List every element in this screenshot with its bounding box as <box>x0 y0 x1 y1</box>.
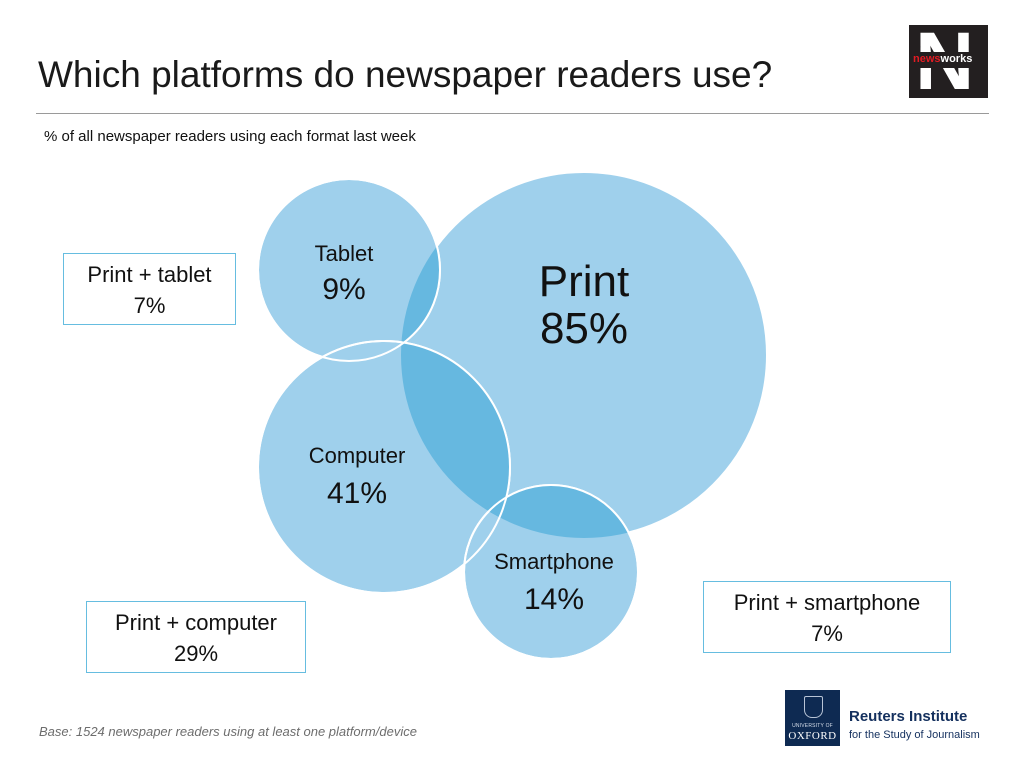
oxford-logo: UNIVERSITY OF OXFORD <box>785 690 840 746</box>
outline-tablet <box>257 178 441 362</box>
label-smartphone-name: Smartphone <box>494 549 614 574</box>
reuters-institute-subtitle: for the Study of Journalism <box>849 729 980 741</box>
newsworks-logo-suffix: works <box>940 53 973 65</box>
overlap-box-print-tablet-value: 7% <box>133 293 166 318</box>
outline-computer <box>257 340 511 594</box>
overlap-box-print-computer-label: Print + computer <box>114 610 277 635</box>
oxford-logo-small-text: UNIVERSITY OF <box>792 723 833 729</box>
base-footnote: Base: 1524 newspaper readers using at le… <box>39 724 417 739</box>
overlap-box-print-tablet: Print + tablet 7% <box>63 253 236 325</box>
newsworks-logo: N newsworks <box>909 25 988 98</box>
title-divider <box>36 113 989 114</box>
overlap-box-print-tablet-label: Print + tablet <box>87 262 212 287</box>
overlap-box-print-smartphone-value: 7% <box>811 621 843 646</box>
reuters-institute-title: Reuters Institute <box>849 708 968 725</box>
label-print-name: Print <box>539 257 629 306</box>
label-computer-value: 41% <box>327 477 387 510</box>
overlap-box-print-smartphone: Print + smartphone 7% <box>703 581 951 653</box>
label-tablet-value: 9% <box>322 273 365 306</box>
overlap-box-print-smartphone-label: Print + smartphone <box>733 590 921 615</box>
outline-smartphone <box>463 484 639 660</box>
oxford-logo-name: OXFORD <box>788 730 837 742</box>
chart-title: Which platforms do newspaper readers use… <box>38 54 773 95</box>
label-smartphone-value: 14% <box>524 583 584 616</box>
label-print-value: 85% <box>540 304 628 353</box>
overlap-box-print-computer-value: 29% <box>173 641 219 666</box>
label-computer-name: Computer <box>309 443 406 468</box>
oxford-crest-icon <box>804 696 823 718</box>
label-tablet-name: Tablet <box>315 241 374 266</box>
chart-subtitle: % of all newspaper readers using each fo… <box>44 128 416 145</box>
overlap-box-print-computer: Print + computer 29% <box>86 601 306 673</box>
newsworks-logo-prefix: news <box>913 53 941 65</box>
newsworks-logo-band <box>909 52 988 68</box>
newsworks-logo-text: newsworks <box>913 53 972 65</box>
